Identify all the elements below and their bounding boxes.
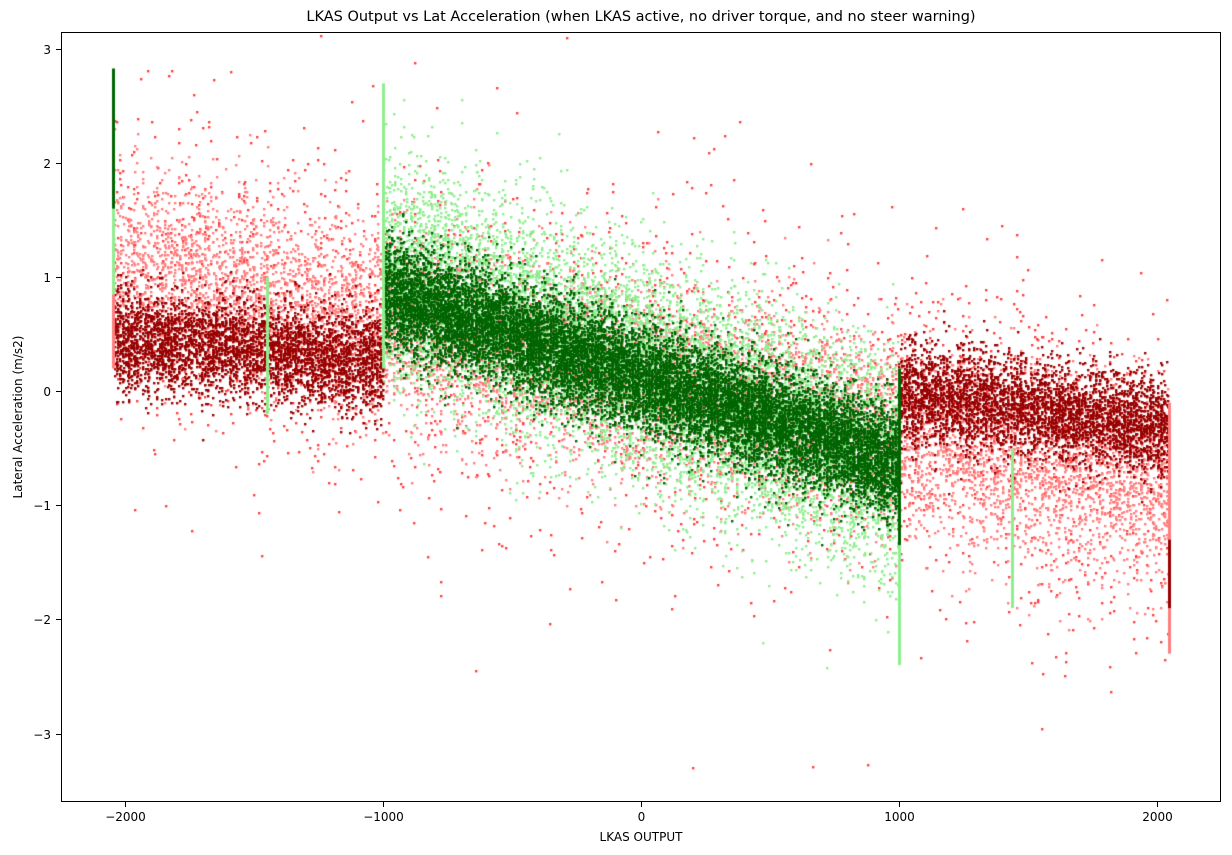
x-tick-mark xyxy=(383,802,384,807)
y-tick-mark xyxy=(56,619,61,620)
y-tick-mark xyxy=(56,163,61,164)
y-tick-mark xyxy=(56,391,61,392)
x-tick-label: −2000 xyxy=(105,810,146,824)
y-tick-label: 0 xyxy=(43,384,51,399)
y-tick-label: −2 xyxy=(33,612,51,627)
y-axis-label: Lateral Acceleration (m/s2) xyxy=(11,335,25,499)
x-tick-mark xyxy=(1157,802,1158,807)
x-tick-label: 1000 xyxy=(884,810,915,824)
x-axis-label: LKAS OUTPUT xyxy=(599,830,683,844)
x-tick-label: 0 xyxy=(637,810,646,824)
x-tick-mark xyxy=(899,802,900,807)
x-tick-label: 2000 xyxy=(1142,810,1173,824)
y-tick-label: 3 xyxy=(43,42,51,57)
y-tick-label: 1 xyxy=(43,270,51,285)
y-tick-label: 2 xyxy=(43,156,51,171)
y-tick-mark xyxy=(56,49,61,50)
x-tick-mark xyxy=(125,802,126,807)
y-tick-label: −3 xyxy=(33,727,51,742)
y-tick-mark xyxy=(56,277,61,278)
chart-title: LKAS Output vs Lat Acceleration (when LK… xyxy=(306,9,976,25)
y-tick-mark xyxy=(56,734,61,735)
x-tick-label: −1000 xyxy=(363,810,404,824)
x-tick-mark xyxy=(641,802,642,807)
y-tick-mark xyxy=(56,505,61,506)
y-tick-label: −1 xyxy=(33,498,51,513)
